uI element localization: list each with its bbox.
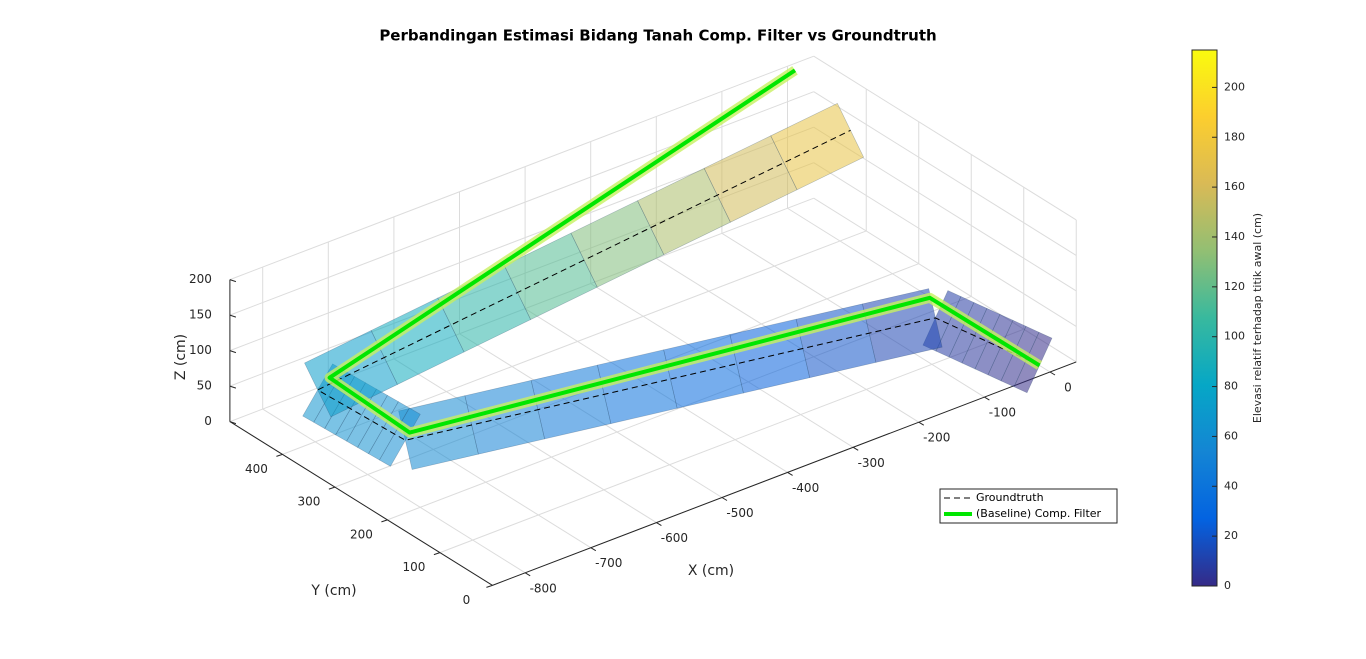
x-tick-label: -800 bbox=[530, 581, 557, 595]
colorbar-tick-label: 180 bbox=[1224, 130, 1245, 143]
grid-line bbox=[229, 55, 814, 281]
z-tick-label: 200 bbox=[189, 272, 212, 286]
z-tick bbox=[229, 421, 237, 425]
z-tick-label: 150 bbox=[189, 308, 212, 322]
z-tick bbox=[229, 350, 237, 354]
legend-box bbox=[939, 488, 1118, 524]
grid-line bbox=[439, 328, 1024, 554]
y-tick-label: 0 bbox=[463, 593, 471, 607]
x-tick bbox=[787, 471, 793, 476]
colorbar-label: Elevasi relatif terhadap titik awal (cm) bbox=[1251, 213, 1264, 423]
y-tick bbox=[486, 584, 493, 588]
x-tick bbox=[1049, 371, 1056, 376]
chart-title: Perbandingan Estimasi Bidang Tanah Comp.… bbox=[379, 27, 936, 45]
y-tick bbox=[381, 519, 388, 523]
grid-line bbox=[813, 162, 1077, 327]
x-tick-label: -300 bbox=[858, 456, 885, 470]
colorbar-tick-label: 0 bbox=[1224, 579, 1231, 592]
y-tick-label: 200 bbox=[350, 527, 373, 541]
x-tick bbox=[721, 497, 728, 501]
x-tick-label: -400 bbox=[792, 481, 819, 495]
y-tick bbox=[433, 552, 441, 556]
grid-line bbox=[262, 408, 526, 574]
colorbar-tick-label: 140 bbox=[1224, 230, 1245, 243]
x-tick bbox=[852, 446, 859, 451]
y-tick-label: 300 bbox=[297, 495, 320, 509]
x-tick-label: 0 bbox=[1064, 381, 1072, 395]
x-tick bbox=[524, 572, 531, 577]
x-tick-label: -600 bbox=[661, 531, 688, 545]
y-axis bbox=[229, 421, 493, 586]
y-tick-label: 400 bbox=[245, 462, 268, 476]
z-tick-label: 0 bbox=[204, 414, 212, 428]
colorbar-tick-label: 80 bbox=[1224, 380, 1238, 393]
x-tick bbox=[984, 396, 990, 401]
grid-line bbox=[229, 91, 814, 316]
y-tick bbox=[328, 486, 336, 490]
x-tick-label: -500 bbox=[726, 506, 753, 520]
colorbar bbox=[1191, 49, 1218, 587]
series-line bbox=[327, 68, 1041, 435]
colorbar-tick-label: 40 bbox=[1224, 479, 1238, 492]
x-tick-label: -700 bbox=[595, 556, 622, 570]
y-tick-label: 100 bbox=[402, 560, 425, 574]
colorbar-tick-label: 100 bbox=[1224, 330, 1245, 343]
legend-label: (Baseline) Comp. Filter bbox=[976, 507, 1102, 520]
x-tick bbox=[918, 421, 925, 426]
legend-label: Groundtruth bbox=[976, 491, 1044, 504]
x-tick bbox=[590, 547, 597, 552]
colorbar-tick-label: 60 bbox=[1224, 429, 1238, 442]
z-tick bbox=[229, 279, 237, 283]
grid-line bbox=[813, 55, 1077, 221]
z-tick bbox=[229, 314, 237, 318]
z-axis-label: Z (cm) bbox=[173, 334, 189, 380]
colorbar-tick-label: 160 bbox=[1224, 180, 1245, 193]
z-tick-label: 100 bbox=[189, 343, 212, 357]
legend: Groundtruth (Baseline) Comp. Filter bbox=[939, 488, 1118, 524]
y-tick bbox=[276, 453, 283, 457]
y-axis-label: Y (cm) bbox=[310, 583, 356, 599]
grid-line bbox=[813, 91, 1077, 256]
z-tick-label: 50 bbox=[197, 379, 212, 393]
x-axis-label: X (cm) bbox=[688, 563, 734, 579]
x-axis bbox=[492, 361, 1077, 586]
x-tick bbox=[656, 522, 662, 527]
x-tick-label: -200 bbox=[923, 431, 950, 445]
z-tick bbox=[229, 385, 237, 389]
x-tick-label: -100 bbox=[989, 406, 1016, 420]
colorbar-tick-label: 120 bbox=[1224, 280, 1245, 293]
colorbar-tick-label: 20 bbox=[1224, 529, 1238, 542]
colorbar-tick-label: 200 bbox=[1224, 80, 1245, 93]
